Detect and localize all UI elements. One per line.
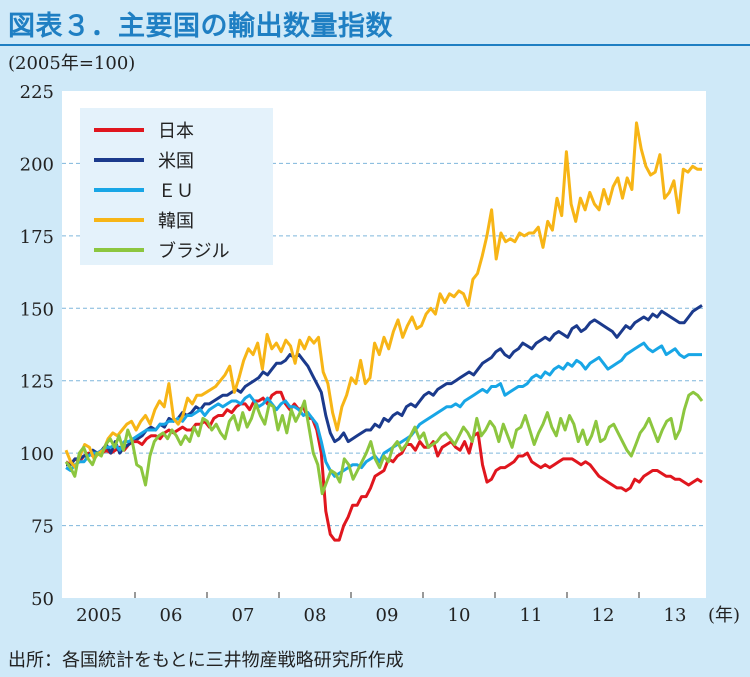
unit-label: (2005年=100) xyxy=(8,53,136,74)
series-line xyxy=(64,390,704,496)
legend-box xyxy=(80,108,273,265)
chart-title: 図表３．主要国の輸出数量指数 xyxy=(8,11,393,42)
line-chart: 50 75 100 125 150 175 200 225 2005 06 07 08 09 10 11 1… xyxy=(20,82,740,626)
x-tick-label: 07 xyxy=(232,605,255,626)
x-tick-label: 10 xyxy=(448,605,471,626)
x-tick-label: 2005 xyxy=(76,605,122,626)
y-tick-label: 225 xyxy=(20,82,54,103)
y-tick-label: 125 xyxy=(20,372,54,393)
series-line xyxy=(64,121,702,470)
x-tick-label: 11 xyxy=(520,605,543,626)
x-tick-label: 08 xyxy=(304,605,327,626)
x-tick-label: 09 xyxy=(376,605,399,626)
y-tick-label: 175 xyxy=(20,227,54,248)
x-tick-label: 13 xyxy=(664,605,687,626)
y-tick-label: 75 xyxy=(31,517,54,538)
x-unit-label: (年) xyxy=(708,605,740,626)
legend-label: ブラジル xyxy=(158,240,230,262)
y-tick-label: 50 xyxy=(31,589,54,610)
title-underline xyxy=(0,44,750,46)
legend-label: 日本 xyxy=(158,121,194,142)
y-tick-label: 200 xyxy=(20,154,54,175)
legend-label: 米国 xyxy=(158,151,194,172)
legend-label: ＥＵ xyxy=(158,181,194,202)
x-tick-label: 06 xyxy=(160,605,183,626)
legend-label: 韓国 xyxy=(158,211,194,232)
x-tick-label: 12 xyxy=(592,605,615,626)
series-line xyxy=(65,341,702,478)
y-tick-label: 100 xyxy=(20,444,54,465)
source-note: 出所：各国統計をもとに三井物産戦略研究所作成 xyxy=(8,650,404,671)
title-bar: 図表３．主要国の輸出数量指数 xyxy=(0,0,750,46)
y-tick-label: 150 xyxy=(20,299,54,320)
